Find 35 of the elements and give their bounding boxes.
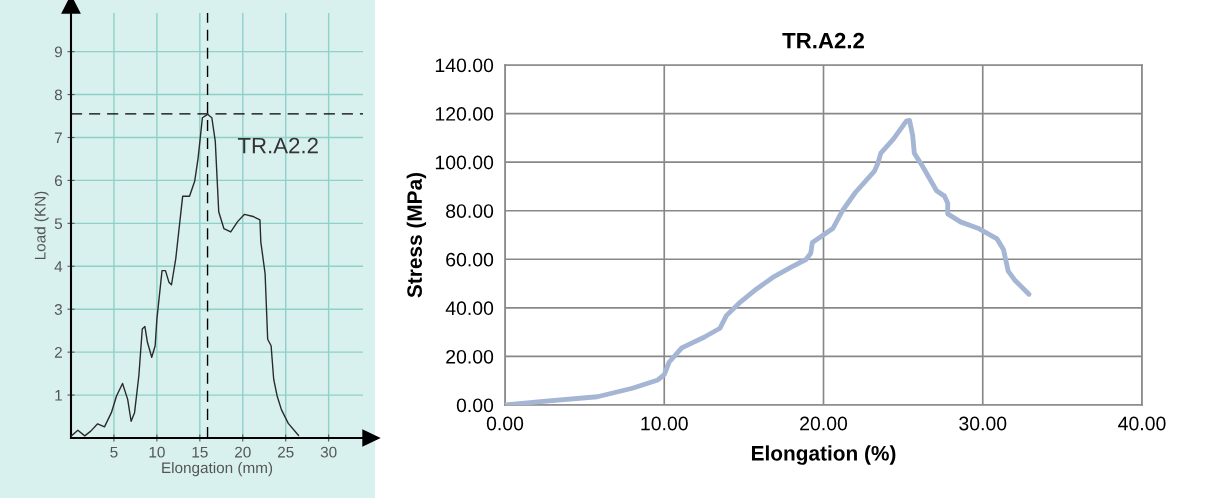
y-tick-label: 100.00 (435, 155, 494, 170)
y-tick-label: 9 (54, 46, 62, 58)
y-tick-label: 120.00 (435, 107, 494, 121)
y-tick-label: 3 (54, 304, 62, 315)
x-axis-title: Elongation (%) (751, 445, 896, 465)
x-tick-label: 30.00 (959, 416, 1007, 431)
x-tick-label: 5 (110, 446, 118, 458)
x-tick-label: 25 (277, 446, 294, 458)
y-tick-label: 5 (54, 218, 63, 230)
annotation: TR.A2.2 (237, 137, 318, 154)
y-tick-label: 6 (54, 175, 62, 187)
y-tick-label: 7 (54, 132, 62, 144)
chart-title: TR.A2.2 (782, 32, 864, 49)
y-axis-title: Stress (MPa) (406, 172, 427, 298)
x-tick-label: 10 (149, 446, 165, 458)
y-axis-title: Load (KN) (34, 191, 49, 260)
y-tick-label: 140.00 (435, 58, 494, 73)
line-series (505, 117, 1032, 405)
y-tick-label: 1 (55, 390, 62, 401)
x-tick-label: 10.00 (641, 416, 688, 431)
x-axis-title: Elongation (mm) (162, 461, 273, 477)
x-tick-label: 30 (320, 446, 337, 458)
x-tick-label: 40.00 (1118, 416, 1166, 431)
x-tick-label: 15 (192, 446, 208, 458)
y-tick-label: 80.00 (446, 204, 494, 218)
y-tick-label: 0.00 (456, 398, 494, 413)
x-tick-label: 20.00 (800, 416, 848, 431)
y-tick-label: 20.00 (446, 349, 494, 364)
x-tick-label: 0.00 (486, 416, 524, 431)
y-tick-label: 60.00 (446, 252, 494, 267)
y-tick-label: 40.00 (445, 301, 494, 316)
y-tick-label: 8 (54, 89, 62, 101)
x-tick-label: 20 (235, 446, 251, 458)
y-tick-label: 2 (54, 347, 62, 358)
y-tick-label: 4 (54, 261, 63, 272)
